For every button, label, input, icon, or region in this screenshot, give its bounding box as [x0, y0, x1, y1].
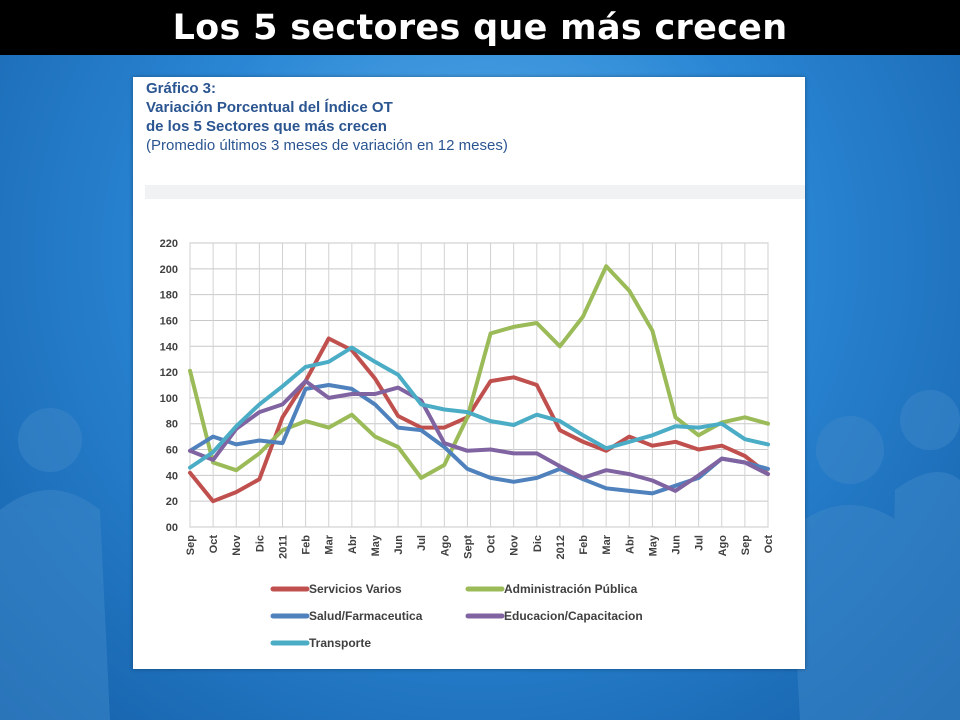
- x-tick-label: Sept: [462, 535, 474, 559]
- legend-label: Educacion/Capacitacion: [504, 609, 643, 623]
- legend-label: Administración Pública: [504, 582, 638, 596]
- x-tick-label: Abr: [347, 534, 359, 554]
- x-tick-label: Jun: [393, 535, 405, 555]
- x-tick-label: May: [647, 534, 659, 556]
- x-tick-label: Dic: [532, 535, 544, 552]
- series-line-1: [188, 264, 770, 480]
- y-tick-label: 180: [160, 290, 178, 302]
- y-tick-label: 40: [166, 470, 178, 482]
- y-tick-label: 160: [160, 315, 178, 327]
- x-tick-label: May: [370, 534, 382, 556]
- chart-header: Gráfico 3: Variación Porcentual del Índi…: [146, 79, 786, 155]
- y-tick-label: 140: [160, 341, 178, 353]
- y-tick-label: 00: [166, 522, 178, 534]
- x-tick-label: Oct: [763, 535, 775, 554]
- legend-label: Transporte: [309, 636, 371, 650]
- x-tick-label: Feb: [301, 535, 313, 555]
- x-tick-label: Sep: [185, 535, 197, 555]
- series-line-3: [188, 379, 770, 493]
- x-tick-label: Abr: [624, 534, 636, 554]
- line-chart: 00 20 40 60 80 100 120 140 160 180 200 220 Sep Oct Nov…: [160, 238, 775, 650]
- x-tick-label: 2012: [555, 535, 567, 559]
- y-tick-label: 200: [160, 264, 178, 276]
- x-tick-label: Dic: [254, 535, 266, 552]
- chart-title-line2: de los 5 Sectores que más crecen: [146, 118, 387, 135]
- x-tick-label: Ago: [439, 535, 451, 557]
- chart-subtitle: (Promedio últimos 3 meses de variación e…: [146, 137, 508, 154]
- x-tick-label: Mar: [601, 534, 613, 554]
- x-tick-label: Nov: [231, 534, 243, 556]
- x-tick-label: Mar: [324, 534, 336, 554]
- x-tick-label: Oct: [208, 535, 220, 554]
- header-separator: [145, 185, 805, 199]
- chart-card: Gráfico 3: Variación Porcentual del Índi…: [133, 77, 805, 669]
- background-people-silhouettes: [0, 390, 960, 720]
- x-tick-label: Feb: [578, 535, 590, 555]
- slide-title-bar: Los 5 sectores que más crecen: [0, 0, 960, 55]
- y-tick-label: 100: [160, 393, 178, 405]
- x-tick-label: Jul: [694, 535, 706, 551]
- y-tick-label: 20: [166, 496, 178, 508]
- x-tick-label: Nov: [509, 534, 521, 556]
- x-tick-label: Jun: [671, 535, 683, 555]
- x-tick-label: Jul: [416, 535, 428, 551]
- y-tick-label: 220: [160, 238, 178, 250]
- series-line-4: [188, 345, 770, 470]
- y-tick-label: 60: [166, 445, 178, 457]
- x-tick-label: Oct: [486, 535, 498, 554]
- chart-label: Gráfico 3:: [146, 80, 217, 97]
- series-line-0: [188, 336, 770, 504]
- x-tick-label: Sep: [740, 535, 752, 555]
- y-tick-label: 80: [166, 419, 178, 431]
- legend-label: Servicios Varios: [309, 582, 402, 596]
- y-tick-label: 120: [160, 367, 178, 379]
- chart-title-line1: Variación Porcentual del Índice OT: [146, 99, 393, 116]
- x-tick-label: Ago: [717, 535, 729, 557]
- legend-label: Salud/Farmaceutica: [309, 609, 423, 623]
- x-tick-label: 2011: [277, 535, 289, 559]
- slide-title: Los 5 sectores que más crecen: [172, 7, 788, 48]
